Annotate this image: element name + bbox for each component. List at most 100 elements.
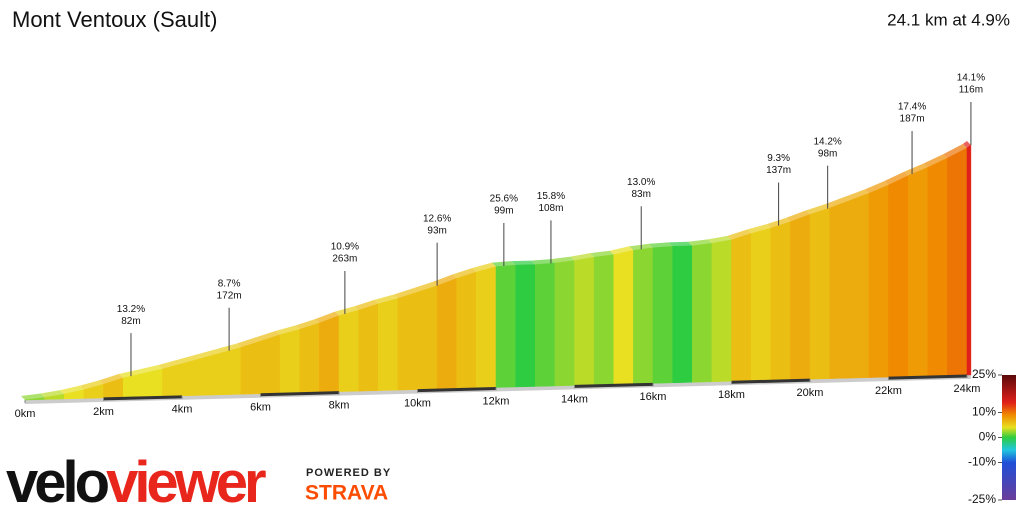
- gradient-segment: [731, 233, 752, 382]
- gradient-segment: [515, 264, 536, 388]
- top-face: [236, 337, 261, 348]
- gradient-segment: [338, 309, 359, 392]
- colorbar-label: 10%: [972, 405, 996, 419]
- top-face: [668, 241, 693, 247]
- gradient-segment: [260, 334, 281, 395]
- top-face: [904, 163, 928, 176]
- top-face: [707, 235, 732, 244]
- top-face: [413, 281, 438, 293]
- annotation-gradient: 12.6%: [423, 213, 451, 224]
- top-face: [472, 262, 496, 272]
- annotation-gradient: 10.9%: [331, 242, 359, 253]
- top-face: [550, 256, 575, 264]
- x-tick-label: 16km: [640, 391, 667, 403]
- top-face: [433, 274, 457, 286]
- km-bar: [731, 378, 811, 384]
- colorbar-label: -25%: [968, 492, 996, 506]
- gradient-segment: [966, 144, 972, 376]
- gradient-segment: [593, 254, 614, 386]
- top-face: [570, 253, 595, 261]
- top-face: [276, 325, 300, 335]
- km-bar: [574, 382, 654, 388]
- top-face: [590, 250, 614, 258]
- top-face: [374, 294, 398, 304]
- annotation-gradient: 14.2%: [813, 136, 841, 147]
- annotation-gradient: 13.0%: [627, 177, 655, 188]
- x-tick-label: 2km: [93, 406, 114, 418]
- top-face: [864, 181, 889, 194]
- x-tick-label: 24km: [954, 383, 981, 395]
- gradient-segment: [613, 249, 634, 385]
- annotation-length: 116m: [959, 85, 983, 96]
- top-face: [649, 242, 673, 248]
- top-face: [354, 299, 379, 311]
- gradient-segment: [849, 192, 870, 379]
- km-bar: [103, 395, 183, 401]
- gradient-segment: [142, 368, 163, 398]
- gradient-segment: [790, 214, 811, 380]
- gradient-segment: [868, 184, 889, 378]
- gradient-segment: [574, 256, 595, 386]
- gradient-segment: [495, 264, 516, 388]
- x-tick-label: 18km: [718, 389, 745, 401]
- annotation-length: 263m: [332, 254, 357, 265]
- gradient-segment: [809, 207, 830, 380]
- strava: STRAVA: [305, 482, 388, 505]
- gradient-segment: [947, 147, 968, 376]
- top-face: [40, 390, 65, 398]
- annotation-gradient: 25.6%: [490, 194, 518, 205]
- gradient-segment: [240, 340, 261, 395]
- x-tick-label: 8km: [329, 400, 350, 412]
- km-bar: [260, 391, 340, 397]
- annotation-length: 187m: [900, 114, 925, 125]
- powered-by: POWERED BY: [306, 467, 391, 479]
- top-face: [511, 260, 536, 266]
- gradient-segment: [750, 227, 771, 381]
- top-face: [825, 196, 850, 209]
- colorbar-label: 25%: [972, 367, 996, 381]
- top-face: [943, 143, 967, 159]
- km-bar: [888, 374, 968, 380]
- x-tick-label: 20km: [797, 387, 824, 399]
- annotation-length: 172m: [217, 290, 242, 301]
- gradient-segment: [554, 260, 575, 387]
- top-face: [295, 318, 320, 330]
- gradient-segment: [378, 298, 399, 391]
- gradient-segment: [122, 373, 143, 398]
- top-face: [158, 359, 182, 370]
- x-tick-label: 10km: [404, 397, 431, 409]
- logo: veloviewer: [6, 450, 266, 512]
- annotation-length: 98m: [818, 148, 837, 159]
- x-tick-label: 6km: [250, 402, 271, 414]
- top-face: [393, 288, 418, 299]
- top-face: [21, 393, 45, 400]
- colorbar-label: 0%: [979, 430, 997, 444]
- gradient-segment: [299, 322, 320, 393]
- top-face: [845, 189, 869, 201]
- top-face: [256, 330, 281, 342]
- gradient-segment: [927, 157, 948, 377]
- colorbar: [1002, 375, 1016, 500]
- gradient-segment: [181, 357, 202, 397]
- annotation-length: 82m: [121, 316, 140, 327]
- top-face: [531, 259, 555, 265]
- gradient-segment: [319, 315, 340, 393]
- x-tick-label: 4km: [172, 404, 193, 416]
- top-face: [688, 239, 712, 246]
- top-face: [79, 380, 104, 390]
- gradient-segment: [476, 266, 497, 389]
- annotation-length: 93m: [427, 225, 446, 236]
- annotation-length: 99m: [494, 206, 513, 217]
- top-face: [806, 204, 830, 215]
- annotation-gradient: 17.4%: [898, 102, 926, 113]
- annotation-length: 137m: [766, 165, 791, 176]
- logo-part: viewer: [106, 450, 266, 512]
- gradient-segment: [633, 247, 654, 385]
- gradient-segment: [829, 200, 850, 379]
- annotation-length: 108m: [538, 203, 563, 214]
- gradient-segment: [397, 291, 418, 391]
- top-face: [786, 210, 810, 222]
- summary: 24.1 km at 4.9%: [887, 10, 1010, 29]
